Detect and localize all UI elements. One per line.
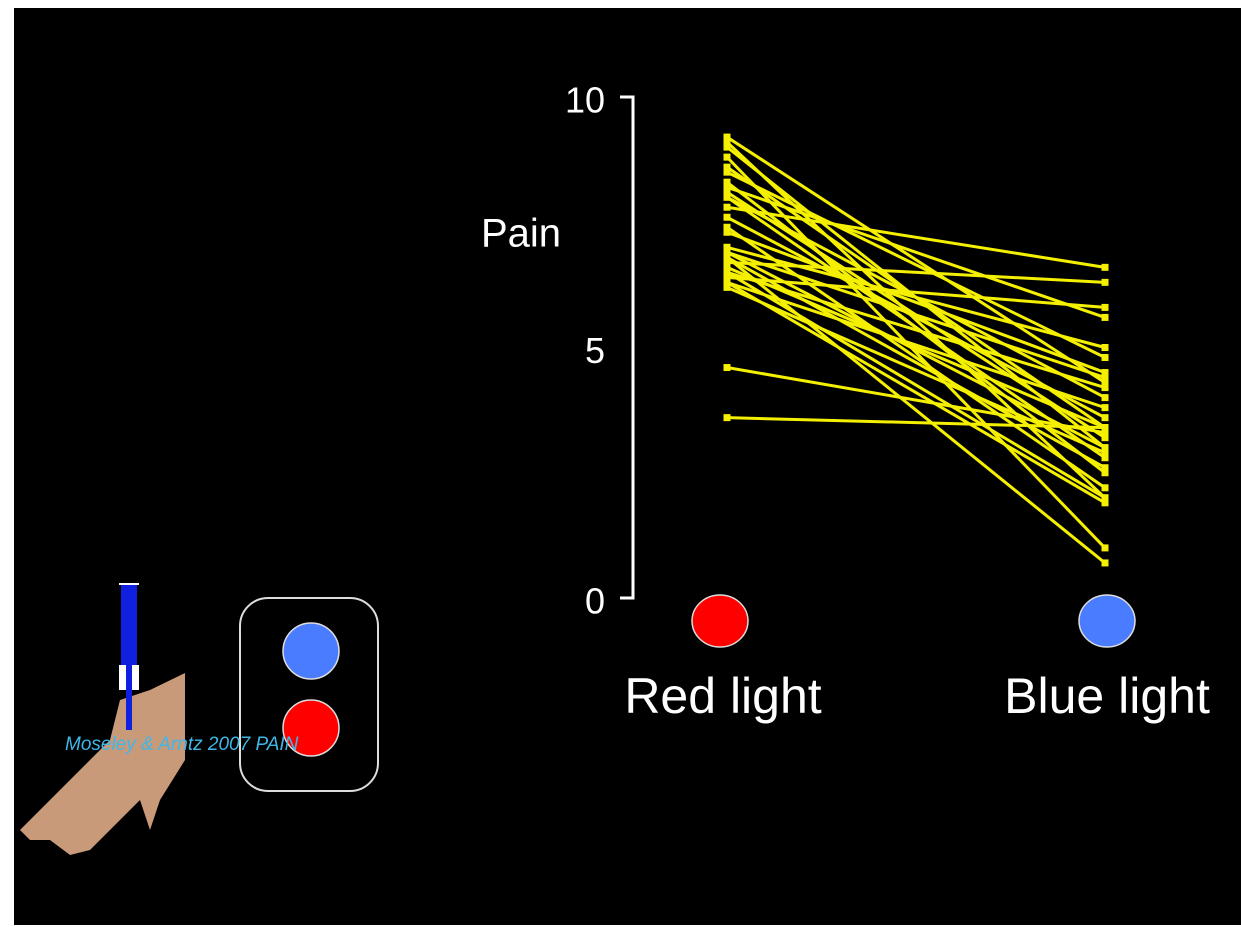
point-marker bbox=[724, 144, 731, 151]
point-marker bbox=[724, 214, 731, 221]
point-marker bbox=[1102, 544, 1109, 551]
point-marker bbox=[724, 364, 731, 371]
point-marker bbox=[724, 229, 731, 236]
y-axis-label: Pain bbox=[481, 212, 561, 256]
point-marker bbox=[1102, 559, 1109, 566]
point-marker bbox=[1102, 394, 1109, 401]
point-marker bbox=[1102, 424, 1109, 431]
point-marker bbox=[1102, 279, 1109, 286]
point-marker bbox=[724, 414, 731, 421]
point-marker bbox=[724, 194, 731, 201]
point-marker bbox=[1102, 354, 1109, 361]
point-marker bbox=[1102, 314, 1109, 321]
point-marker bbox=[1102, 414, 1109, 421]
y-tick-label: 10 bbox=[565, 80, 605, 121]
point-marker bbox=[1102, 484, 1109, 491]
point-marker bbox=[1102, 464, 1109, 471]
point-marker bbox=[1102, 344, 1109, 351]
point-marker bbox=[1102, 384, 1109, 391]
point-marker bbox=[1102, 404, 1109, 411]
y-tick-label: 5 bbox=[585, 330, 605, 371]
point-marker bbox=[1102, 374, 1109, 381]
x-tick-label: Red light bbox=[624, 668, 821, 724]
point-marker bbox=[724, 249, 731, 256]
point-marker bbox=[724, 284, 731, 291]
point-marker bbox=[724, 204, 731, 211]
point-marker bbox=[1102, 449, 1109, 456]
source-note: Moseley & Arntz 2007 PAIN bbox=[65, 734, 299, 755]
y-tick-label: 0 bbox=[585, 581, 605, 622]
point-marker bbox=[724, 169, 731, 176]
point-marker bbox=[1102, 304, 1109, 311]
x-tick-label: Blue light bbox=[1004, 668, 1210, 724]
point-marker bbox=[1102, 264, 1109, 271]
point-marker bbox=[1102, 499, 1109, 506]
background bbox=[14, 8, 1241, 925]
point-marker bbox=[724, 154, 731, 161]
slide: Pain Moseley & Arntz 2007 PAIN 0 5 10 Red l… bbox=[0, 0, 1241, 927]
